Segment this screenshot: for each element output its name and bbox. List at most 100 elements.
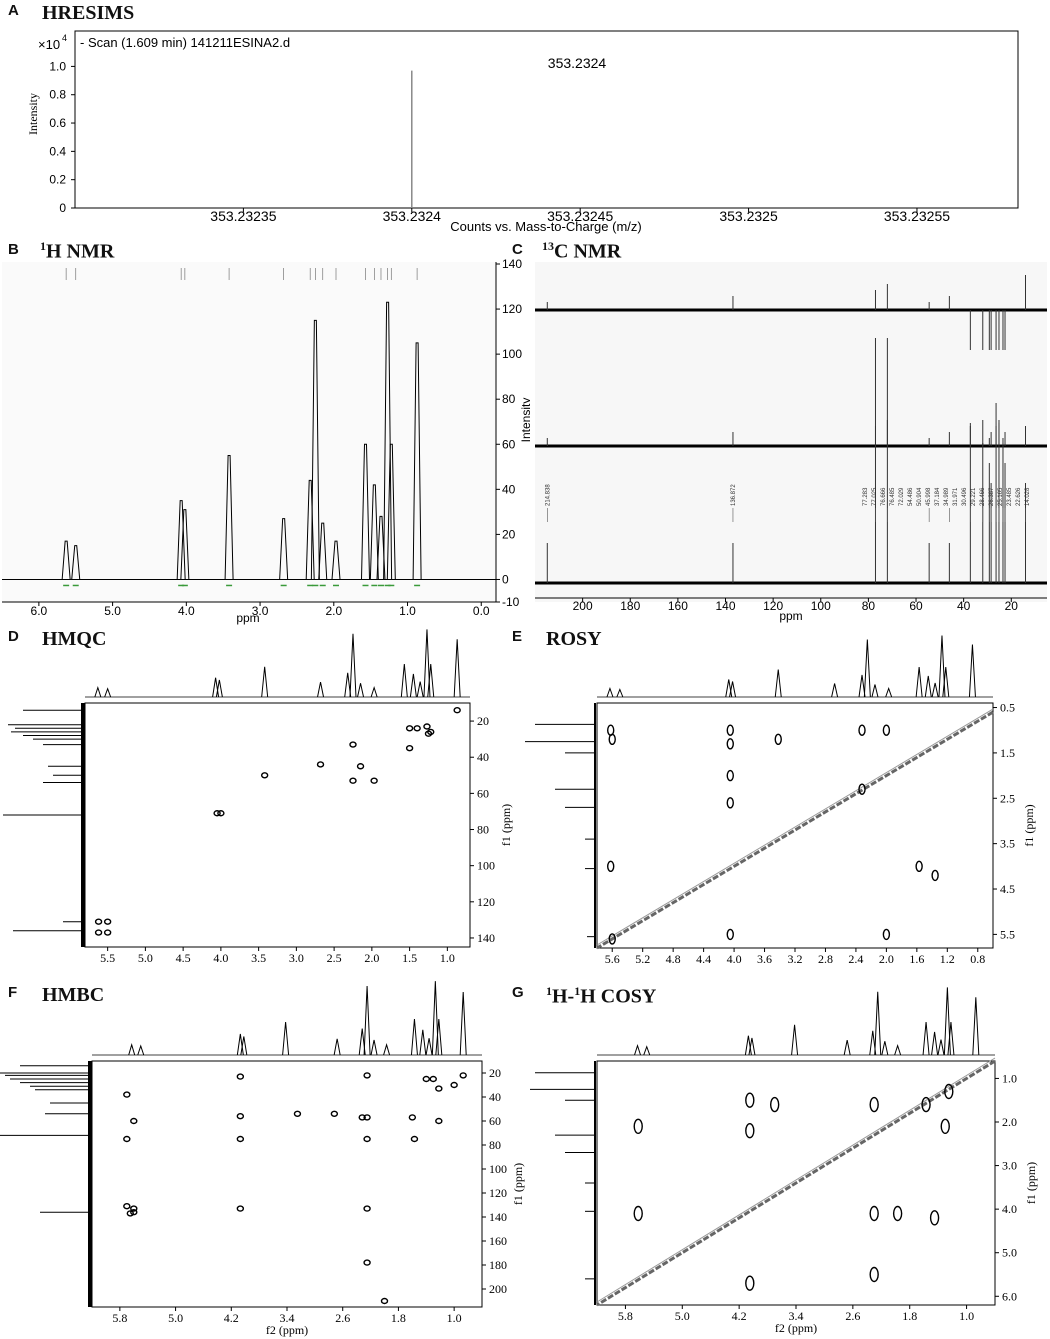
panel-f-xlabel: f2 (ppm)	[266, 1323, 308, 1337]
panel-e-xtick-label: 3.2	[788, 952, 803, 965]
panel-e-xtick-label: 5.2	[635, 952, 650, 965]
panel-g-cross-peak	[769, 1096, 780, 1113]
panel-c-peak-label: 45.998	[926, 487, 932, 506]
panel-c-bg	[535, 262, 1047, 602]
panel-f-top-projection-peak	[370, 1039, 378, 1056]
panel-a-ylabel: Intensity	[26, 93, 40, 135]
panel-g-xtick-label: 2.6	[845, 1309, 860, 1323]
panel-d-cross-peak	[349, 741, 357, 748]
panel-b-xtick-label: 6.0	[31, 604, 48, 618]
panel-f-xtick-label: 1.0	[447, 1311, 462, 1325]
panel-d-cross-peak	[213, 810, 221, 817]
panel-e-cross-peak	[608, 733, 616, 745]
panel-e-title: ROSY	[546, 628, 602, 650]
panel-e-top-projection-peak	[606, 686, 614, 698]
panel-e-cross-peak	[858, 724, 866, 736]
panel-f-cross-peak	[330, 1110, 339, 1118]
panel-a-letter: A	[8, 2, 19, 19]
panel-e-xtick-label: 5.6	[605, 952, 620, 965]
panel-f-xtick-label: 5.0	[168, 1311, 183, 1325]
panel-c-xtick-label: 180	[620, 599, 640, 613]
panel-c-xlabel: ppm	[779, 609, 802, 623]
panel-f-cross-peak	[236, 1112, 245, 1120]
panel-b-chart: Intensity ppm 6.0 5.0 4.0 3.0 2.0 1.0 0.0 -10 0 2…	[2, 257, 530, 625]
panel-c-peak-label: 28.466	[980, 487, 986, 506]
panel-c-xtick-label: 40	[957, 599, 971, 613]
panel-g-cross-peak	[892, 1205, 903, 1222]
panel-g-xlabel: f2 (ppm)	[775, 1321, 817, 1335]
panel-d-cross-peak	[260, 772, 269, 779]
panel-d-top-projection-peak	[370, 686, 378, 698]
panel-g-ylabel: f1 (ppm)	[1024, 1162, 1038, 1204]
panel-f-top-projection-peak	[425, 1038, 433, 1056]
panel-g-top-projection-peak	[634, 1044, 641, 1056]
panel-d-top-projection-peak	[400, 663, 408, 698]
panel-c-peak-label: 29.221	[971, 487, 977, 506]
panel-f-top-projection-peak	[419, 1029, 427, 1056]
panel-f-cross-peak	[363, 1205, 371, 1212]
panel-d-xtick-label: 3.5	[251, 951, 266, 965]
panel-g-cross-peak	[869, 1205, 879, 1222]
panel-e-top-projection-peak	[858, 674, 866, 698]
panel-b-xlabel: ppm	[236, 611, 259, 625]
panel-g-title-sup1: 1	[546, 984, 552, 998]
panel-f-cross-peak	[422, 1075, 430, 1083]
panel-b-xtick-label: 0.0	[473, 604, 490, 618]
panel-e-letter: E	[512, 628, 523, 645]
panel-f-title: HMBC	[42, 984, 105, 1006]
panel-d-top-projection-peak	[409, 673, 417, 698]
panel-g-xtick-label: 1.8	[902, 1309, 917, 1323]
panel-c-letter: C	[512, 241, 523, 258]
panel-b-xtick-label: 1.0	[399, 604, 416, 618]
panel-a-peak-label: 353.2324	[548, 55, 607, 71]
panel-d-cross-peak	[453, 707, 461, 714]
panel-b-ytick-label: 20	[502, 527, 516, 541]
panel-d-cross-peak	[94, 918, 103, 925]
panel-c-peak-label: 23.485	[1007, 487, 1013, 506]
panel-f-xtick-label: 5.8	[112, 1311, 127, 1325]
panel-e-top-projection-peak	[616, 688, 624, 698]
panel-f-ytick-label: 20	[489, 1066, 501, 1080]
panel-f-top-projection-peak	[431, 981, 439, 1056]
panel-f-chart: 5.8 5.0 4.2 3.4 2.6 1.8 1.0 20 40 60 80 100 120 140 16…	[0, 981, 525, 1337]
panel-g-cross-peak	[633, 1118, 643, 1135]
panel-d-chart: 5.5 5.0 4.5 4.0 3.5 3.0 2.5 2.0 1.5 1.0 20 40 60 80 10…	[3, 629, 513, 965]
panel-d-top-projection-peak	[94, 686, 102, 698]
panel-g-ytick-label: 2.0	[1002, 1115, 1017, 1129]
panel-e-top-projection-peak	[885, 686, 893, 698]
panel-f-cross-peak	[435, 1085, 443, 1092]
panel-e-xtick-label: 3.6	[757, 952, 772, 965]
panel-e-cross-peak	[915, 860, 923, 873]
panel-g-cross-peak	[633, 1205, 643, 1222]
panel-b-peak	[318, 522, 328, 580]
panel-g-cross-peak	[869, 1266, 879, 1283]
panel-g-title-mid: H-	[552, 985, 575, 1008]
panel-f-ytick-label: 160	[489, 1234, 507, 1248]
panel-c-xtick-label: 60	[909, 599, 923, 613]
panel-d-top-projection-peak	[423, 629, 431, 698]
panel-e-cross-peak	[726, 928, 734, 941]
panel-d-ytick-label: 20	[477, 714, 489, 728]
panel-g-xtick-label: 1.0	[959, 1309, 974, 1323]
panel-f-cross-peak	[236, 1073, 245, 1080]
panel-g-chart: 5.8 5.0 4.2 3.4 2.6 1.8 1.0 1.0 2.0 3.0 4.0 5.0 6.0 f…	[530, 987, 1038, 1335]
panel-b-peak	[369, 484, 379, 580]
panel-f-cross-peak	[358, 1114, 366, 1121]
panel-b-ytick-label: 40	[502, 482, 516, 496]
panel-d-cross-peak	[349, 777, 357, 784]
panel-b-peak	[71, 545, 81, 580]
panel-f-cross-peak	[429, 1075, 437, 1083]
panel-c-peak-label: 37.184	[935, 487, 941, 506]
panel-f-cross-peak	[363, 1259, 371, 1266]
panel-d-cross-peak	[103, 929, 112, 936]
panel-g-title-sup2: 1	[574, 984, 581, 998]
panel-c-peak-label: 72.029	[899, 487, 905, 506]
panel-f-cross-peak	[130, 1117, 138, 1125]
panel-e-top-projection-peak	[915, 666, 923, 698]
panel-d-title: HMQC	[42, 628, 107, 650]
panel-e-ytick-label: 0.5	[1000, 701, 1015, 715]
panel-e-ytick-label: 2.5	[1000, 791, 1015, 805]
panel-f-cross-peak	[126, 1210, 135, 1217]
panel-f-ytick-label: 120	[489, 1186, 507, 1200]
panel-g-title: 1H-1H COSY	[546, 984, 656, 1009]
